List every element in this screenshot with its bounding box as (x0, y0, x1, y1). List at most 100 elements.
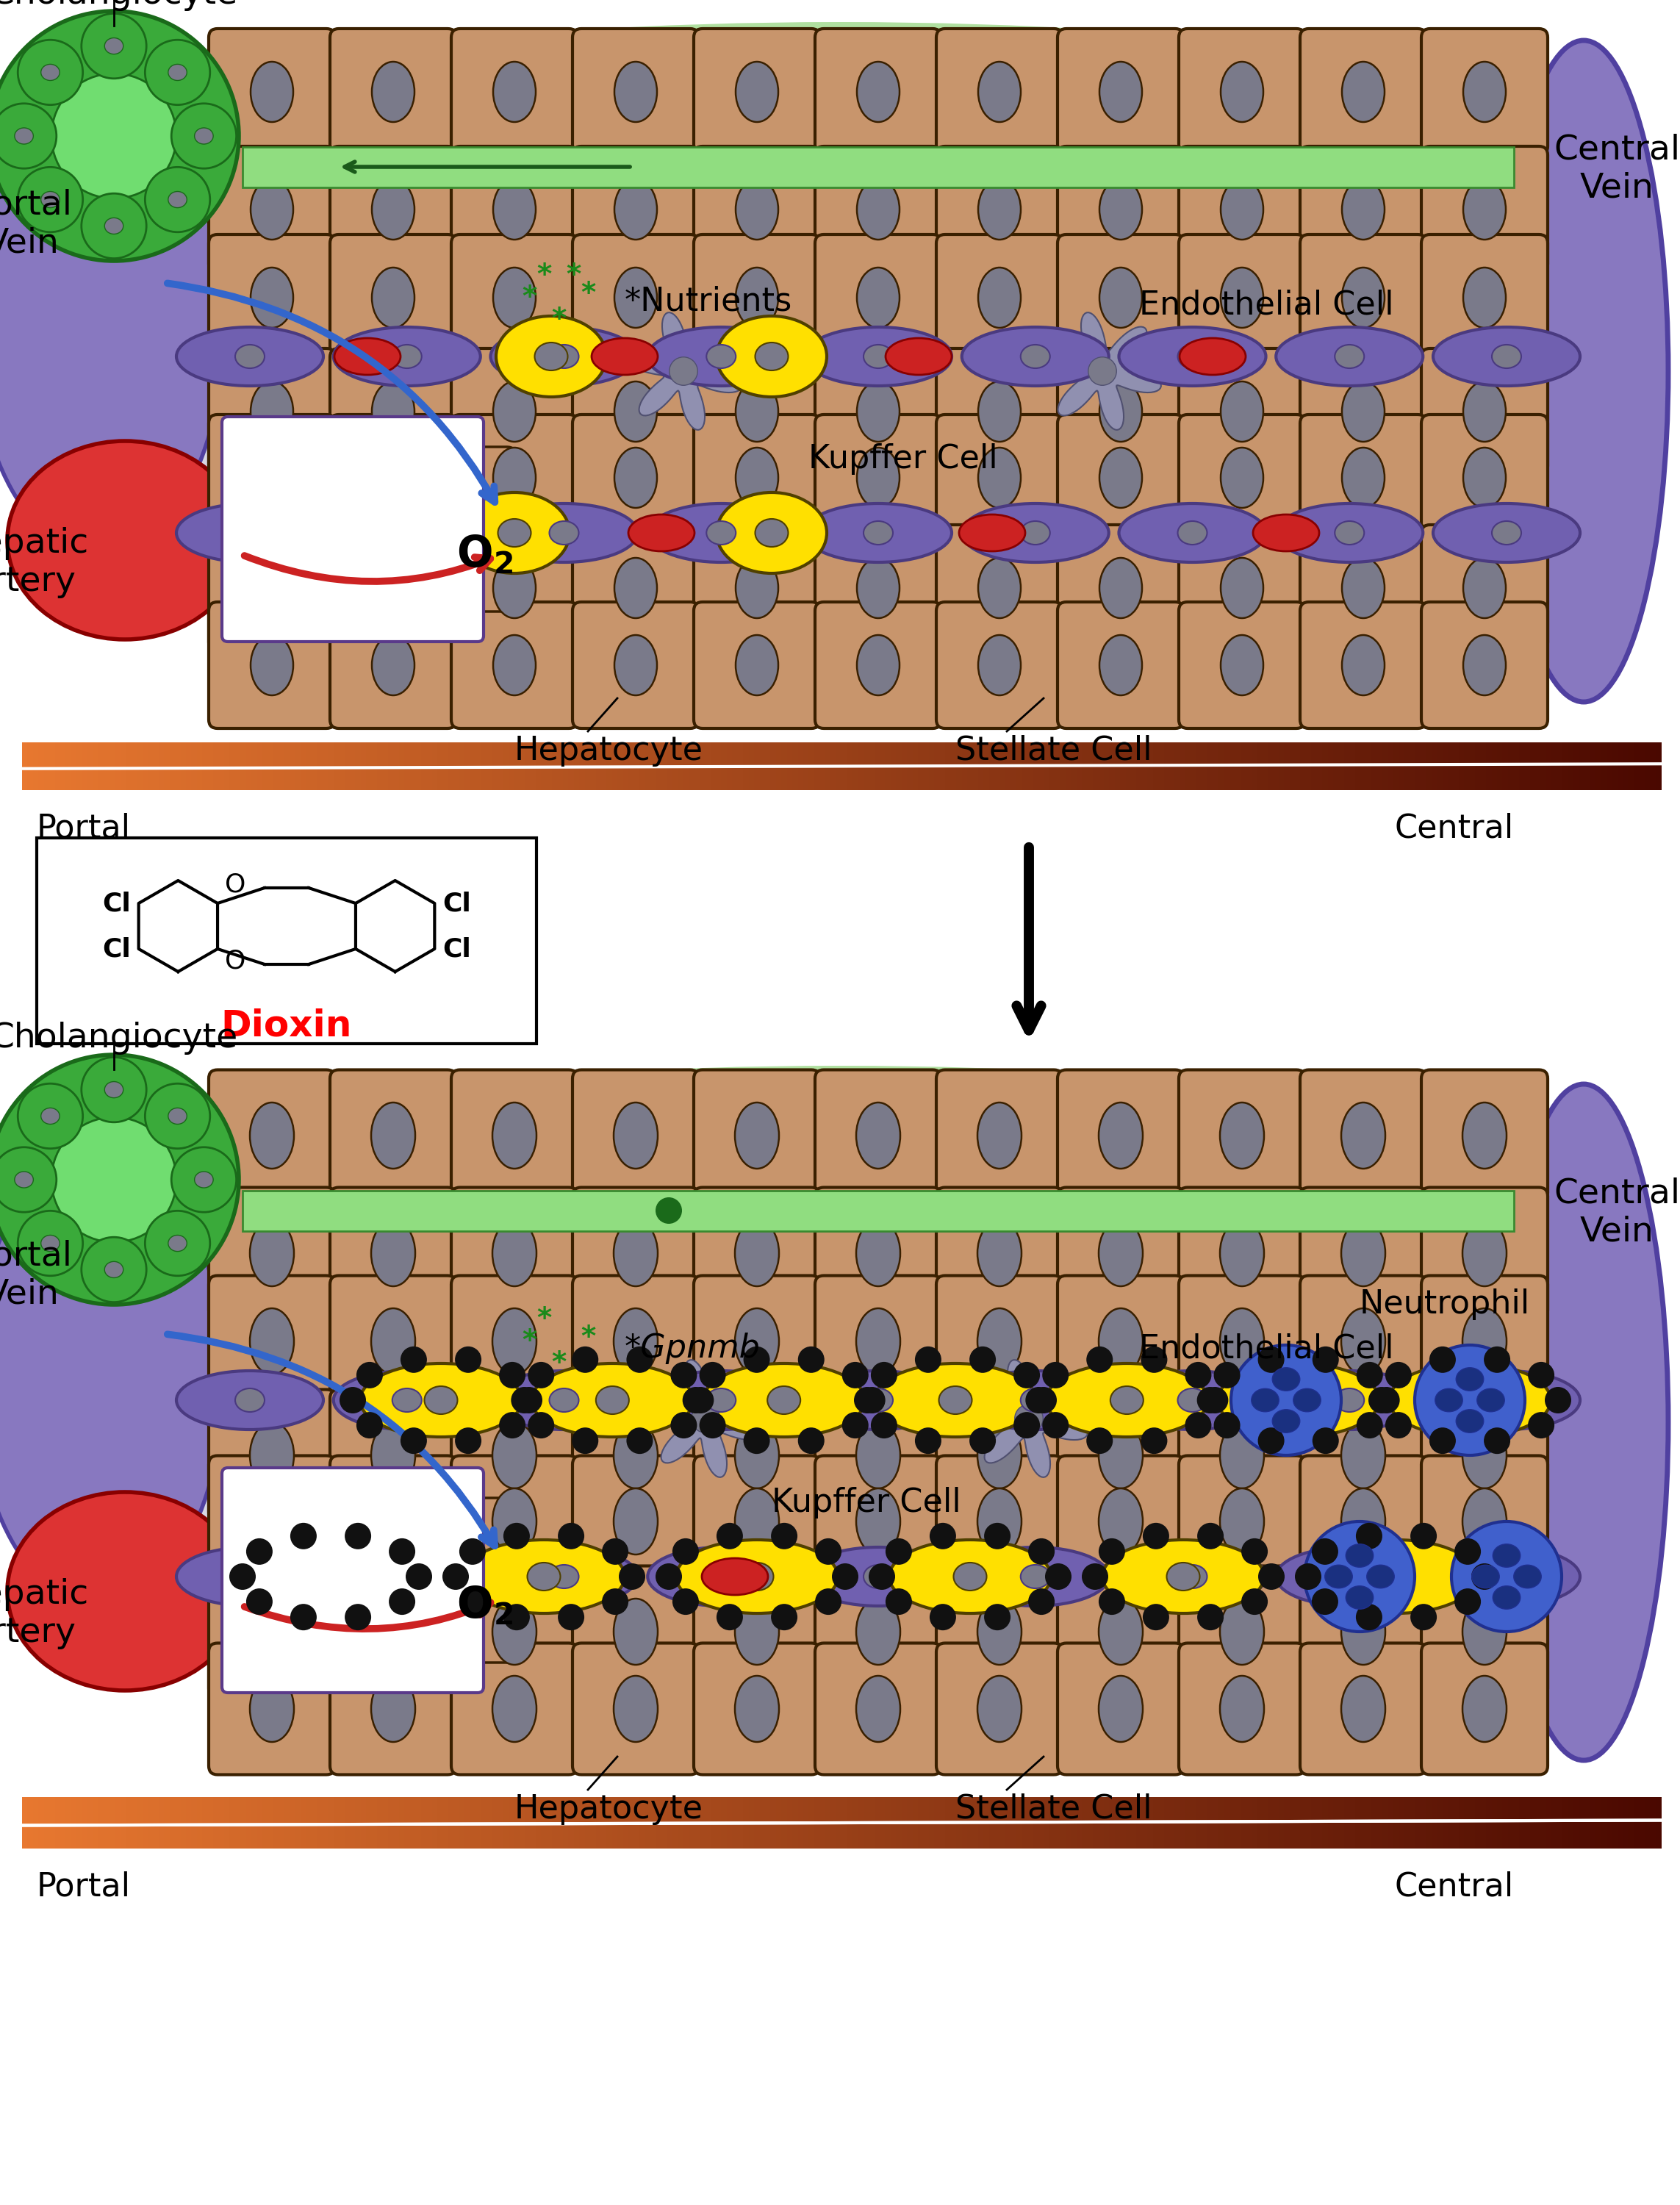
Ellipse shape (435, 1548, 475, 1614)
Bar (1579, 1797, 1586, 1848)
Ellipse shape (1341, 1599, 1386, 1665)
FancyBboxPatch shape (694, 348, 820, 474)
Ellipse shape (1336, 520, 1364, 545)
Ellipse shape (492, 1219, 536, 1286)
Bar (1060, 743, 1067, 789)
Bar (1147, 1797, 1154, 1848)
Ellipse shape (1477, 1389, 1505, 1411)
Bar (153, 1797, 160, 1848)
Bar (995, 743, 1001, 789)
Bar (376, 743, 383, 789)
Bar (612, 743, 618, 789)
Ellipse shape (1342, 62, 1384, 121)
Bar (306, 1797, 312, 1848)
Ellipse shape (371, 1599, 415, 1665)
Ellipse shape (333, 503, 480, 562)
Ellipse shape (864, 1389, 892, 1411)
FancyBboxPatch shape (1300, 1566, 1426, 1698)
Bar (1278, 743, 1285, 789)
Bar (684, 743, 689, 789)
FancyBboxPatch shape (1300, 1455, 1426, 1588)
Bar (22, 743, 29, 789)
Bar (235, 743, 242, 789)
Bar (1640, 1797, 1645, 1848)
Bar (1305, 1797, 1312, 1848)
Circle shape (571, 1347, 598, 1374)
Bar (480, 1797, 487, 1848)
FancyBboxPatch shape (1057, 525, 1184, 650)
FancyBboxPatch shape (573, 1389, 699, 1521)
Bar (328, 743, 334, 789)
Text: Endothelial Cell: Endothelial Cell (1139, 289, 1394, 322)
Ellipse shape (1389, 1363, 1551, 1438)
Bar (1077, 743, 1082, 789)
FancyBboxPatch shape (329, 1389, 457, 1521)
Ellipse shape (1099, 1219, 1142, 1286)
Bar (1252, 743, 1257, 789)
Circle shape (1198, 1524, 1223, 1550)
Circle shape (672, 1588, 699, 1614)
Bar (803, 743, 810, 789)
Bar (1601, 1797, 1608, 1848)
Bar (531, 743, 536, 789)
Bar (563, 1797, 570, 1848)
Circle shape (144, 1211, 210, 1277)
Ellipse shape (250, 1488, 294, 1555)
Text: $\mathbf{O_2}$: $\mathbf{O_2}$ (457, 1585, 514, 1627)
Bar (815, 1797, 820, 1848)
Ellipse shape (314, 1563, 348, 1590)
Circle shape (1386, 1411, 1411, 1438)
Bar (502, 1797, 509, 1848)
Circle shape (798, 1347, 825, 1374)
FancyBboxPatch shape (1421, 234, 1547, 362)
Bar (1142, 743, 1147, 789)
Ellipse shape (1021, 344, 1050, 368)
Ellipse shape (1342, 381, 1384, 441)
Bar (1487, 743, 1492, 789)
Bar (640, 743, 645, 789)
Bar (449, 1797, 454, 1848)
Circle shape (499, 1363, 526, 1389)
Circle shape (670, 1363, 697, 1389)
Bar (470, 1797, 475, 1848)
Ellipse shape (250, 635, 294, 695)
Bar (978, 1797, 984, 1848)
Circle shape (916, 1427, 941, 1453)
Ellipse shape (235, 344, 264, 368)
Bar (662, 1797, 667, 1848)
Bar (1574, 1797, 1579, 1848)
Circle shape (228, 1563, 255, 1590)
Ellipse shape (141, 1074, 1539, 1771)
Bar (1601, 743, 1608, 789)
Ellipse shape (978, 1676, 1021, 1742)
Bar (541, 1797, 548, 1848)
Circle shape (504, 1524, 529, 1550)
Circle shape (1452, 1521, 1562, 1632)
Circle shape (1013, 1411, 1040, 1438)
Circle shape (1213, 1411, 1240, 1438)
Bar (289, 743, 296, 789)
Bar (711, 743, 717, 789)
Circle shape (455, 1347, 482, 1374)
FancyBboxPatch shape (452, 348, 578, 474)
Bar (798, 1797, 805, 1848)
Bar (1541, 1797, 1547, 1848)
Text: Portal
Vein: Portal Vein (0, 190, 72, 260)
Ellipse shape (7, 441, 242, 639)
Ellipse shape (613, 1422, 659, 1488)
Circle shape (984, 1603, 1011, 1629)
Bar (245, 1797, 252, 1848)
Bar (890, 743, 897, 789)
FancyBboxPatch shape (573, 348, 699, 474)
Ellipse shape (1220, 1422, 1263, 1488)
Text: Hepatic
Artery: Hepatic Artery (0, 527, 89, 598)
FancyBboxPatch shape (395, 1497, 516, 1663)
Ellipse shape (864, 344, 892, 368)
FancyBboxPatch shape (815, 146, 941, 273)
Text: *: * (551, 306, 566, 333)
FancyBboxPatch shape (452, 415, 578, 540)
Ellipse shape (297, 514, 365, 551)
FancyBboxPatch shape (1421, 1069, 1547, 1202)
Bar (1470, 743, 1477, 789)
Ellipse shape (954, 1563, 986, 1590)
